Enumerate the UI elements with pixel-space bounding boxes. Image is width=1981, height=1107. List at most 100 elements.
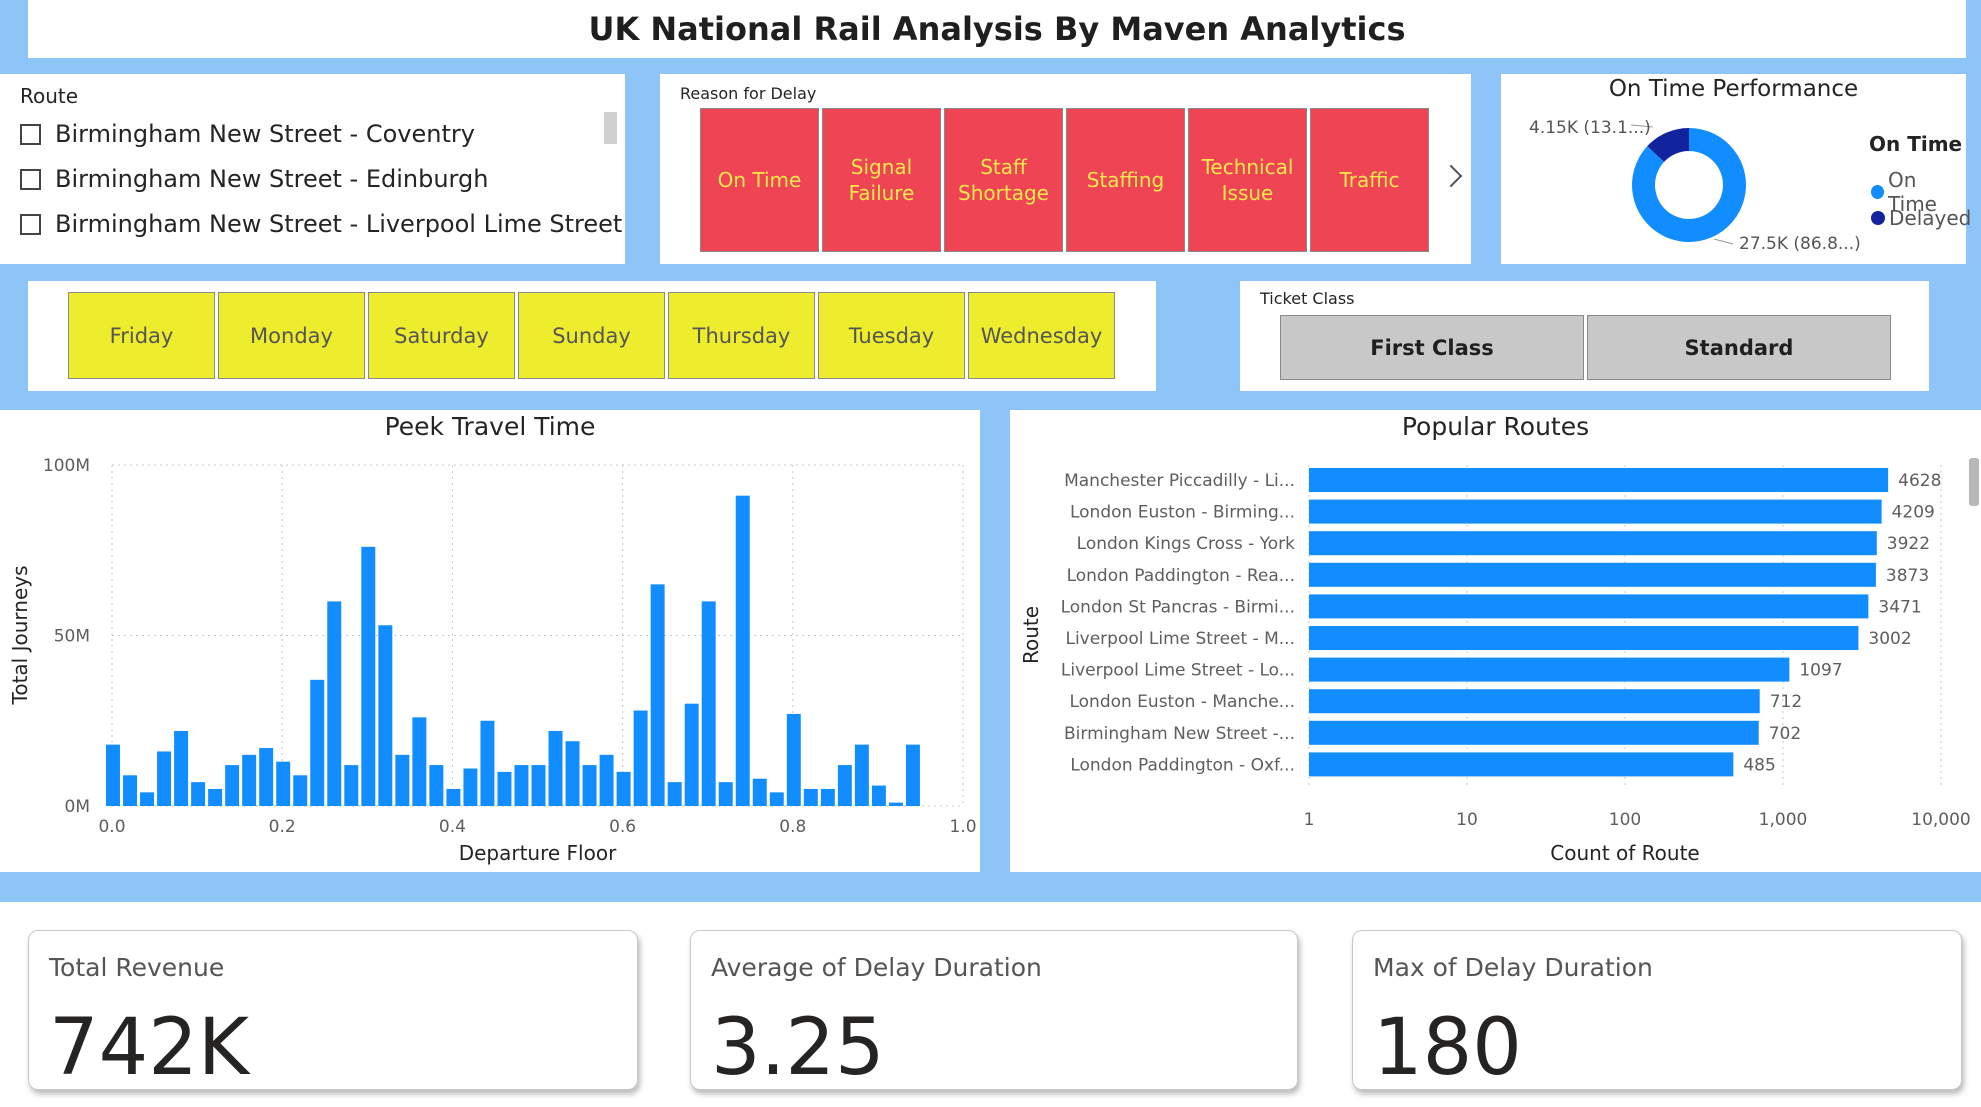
kpi-label: Max of Delay Duration	[1373, 953, 1653, 982]
delay-slicer-title: Reason for Delay	[680, 84, 817, 103]
delay-tile-staff-shortage[interactable]: Staff Shortage	[944, 108, 1063, 252]
on-time-performance-chart: On Time Performance 4.15K (13.1...) 27.5…	[1501, 74, 1971, 264]
histogram-bar	[395, 754, 410, 806]
route-bar	[1309, 499, 1882, 524]
route-data-label: 4628	[1898, 471, 1941, 491]
histogram-bar	[225, 765, 240, 806]
route-bar	[1309, 720, 1759, 745]
histogram-bar	[633, 710, 648, 806]
histogram-bar	[871, 785, 886, 806]
day-tile-tuesday[interactable]: Tuesday	[818, 292, 965, 379]
popular-routes-scrollbar	[1969, 458, 1979, 506]
histogram-bar	[242, 754, 257, 806]
checkbox-icon[interactable]	[20, 123, 41, 145]
day-tile-sunday[interactable]: Sunday	[518, 292, 665, 379]
histogram-bar	[191, 782, 206, 806]
histogram-bar	[514, 765, 529, 806]
histogram-bar	[140, 792, 155, 806]
peek-travel-time-title: Peek Travel Time	[384, 412, 596, 441]
histogram-bar	[803, 788, 818, 806]
delay-tile-traffic[interactable]: Traffic	[1310, 108, 1429, 252]
histogram-bar	[208, 788, 223, 806]
x-tick-label: 0.6	[609, 817, 636, 837]
histogram-bar	[259, 748, 274, 806]
y-tick-label: 100M	[43, 456, 90, 476]
histogram-bar	[106, 744, 120, 806]
route-option[interactable]: Birmingham New Street - Liverpool Lime S…	[20, 210, 622, 238]
kpi-label: Average of Delay Duration	[711, 953, 1042, 982]
day-tile-wednesday[interactable]: Wednesday	[968, 292, 1115, 379]
histogram-bar	[548, 730, 563, 806]
histogram-bar	[582, 765, 597, 806]
delay-tile-signal-failure[interactable]: Signal Failure	[822, 108, 941, 252]
histogram-bar	[412, 717, 427, 806]
ticket-standard-button[interactable]: Standard	[1587, 315, 1891, 380]
popular-routes-chart: 1 10 100 1,000 10,000 Manchester Piccadilly -…	[1010, 410, 1981, 872]
kpi-card-max-delay: Max of Delay Duration 180	[1352, 930, 1962, 1093]
histogram-bar	[293, 775, 308, 806]
x-tick-label: 10	[1456, 810, 1478, 830]
route-category-label: London Euston - Birming...	[1070, 503, 1295, 523]
route-bar	[1309, 468, 1889, 492]
day-tile-saturday[interactable]: Saturday	[368, 292, 515, 379]
route-category-label: London Paddington - Rea...	[1067, 566, 1295, 586]
route-slicer-title: Route	[20, 84, 79, 108]
donut-slice-on-time	[1632, 128, 1746, 242]
peek-travel-time-svg: 0M 50M 100M 0.0 0.2 0.4 0.6 0.8 1.0 Departure Flo…	[8, 456, 977, 865]
chevron-right-icon[interactable]	[1439, 164, 1463, 188]
route-category-label: Liverpool Lime Street - Lo...	[1061, 661, 1295, 681]
x-tick-label: 1	[1304, 810, 1315, 830]
delay-tile-technical-issue[interactable]: Technical Issue	[1188, 108, 1307, 252]
x-tick-label: 0.4	[439, 817, 466, 837]
histogram-bar	[837, 765, 852, 806]
kpi-value: 3.25	[711, 1003, 885, 1093]
popular-routes-svg: 1 10 100 1,000 10,000 Manchester Piccadilly -…	[1019, 458, 1979, 865]
y-axis-title: Total Journeys	[8, 566, 32, 706]
ticket-first-class-button[interactable]: First Class	[1280, 315, 1584, 380]
legend-dot-icon	[1871, 211, 1885, 225]
route-category-label: London Euston - Manche...	[1069, 692, 1295, 712]
popular-routes-title: Popular Routes	[1401, 412, 1590, 441]
histogram-bar	[463, 768, 478, 806]
histogram-bar	[123, 775, 137, 806]
report-title: UK National Rail Analysis By Maven Analy…	[588, 10, 1406, 48]
x-axis-title: Count of Route	[1550, 841, 1699, 865]
histogram-bar	[174, 730, 189, 806]
delay-tile-staffing[interactable]: Staffing	[1066, 108, 1185, 252]
route-option[interactable]: Birmingham New Street - Coventry	[20, 120, 475, 148]
donut-leader-line	[1630, 124, 1654, 128]
legend-item-on-time[interactable]: On Time	[1871, 168, 1966, 216]
route-slicer-scrollbar[interactable]	[604, 112, 617, 144]
delay-tiles: On Time Signal Failure Staff Shortage St…	[700, 108, 1429, 252]
donut-label-delayed: 4.15K (13.1...)	[1529, 118, 1651, 138]
histogram-bar	[531, 765, 546, 806]
delay-tile-on-time[interactable]: On Time	[700, 108, 819, 252]
x-tick-label: 1.0	[949, 817, 976, 837]
checkbox-icon[interactable]	[20, 168, 41, 190]
legend-item-delayed[interactable]: Delayed	[1871, 206, 1971, 230]
histogram-bar	[327, 601, 342, 806]
route-data-label: 4209	[1892, 503, 1935, 523]
route-bar	[1309, 626, 1859, 650]
route-option[interactable]: Birmingham New Street - Edinburgh	[20, 165, 488, 193]
x-tick-label: 0.8	[779, 817, 806, 837]
ticket-class-slicer: Ticket Class First Class Standard	[1240, 281, 1929, 391]
checkbox-icon[interactable]	[20, 213, 41, 235]
route-bar	[1309, 689, 1760, 714]
route-slicer: Route Birmingham New Street - Coventry B…	[0, 74, 625, 264]
histogram-bar	[157, 751, 172, 806]
kpi-label: Total Revenue	[49, 953, 225, 982]
histogram-bar	[565, 741, 580, 806]
route-bar	[1309, 657, 1790, 682]
day-tile-thursday[interactable]: Thursday	[668, 292, 815, 379]
histogram-bar	[650, 584, 665, 806]
route-category-label: London St Pancras - Birmi...	[1061, 597, 1295, 617]
histogram-bar	[684, 703, 699, 806]
route-data-label: 3873	[1886, 566, 1929, 586]
x-axis-title: Departure Floor	[459, 841, 617, 865]
otp-title: On Time Performance	[1608, 76, 1859, 102]
day-tile-friday[interactable]: Friday	[68, 292, 215, 379]
day-tile-monday[interactable]: Monday	[218, 292, 365, 379]
histogram-bar	[820, 788, 835, 806]
histogram-bar	[616, 771, 631, 806]
